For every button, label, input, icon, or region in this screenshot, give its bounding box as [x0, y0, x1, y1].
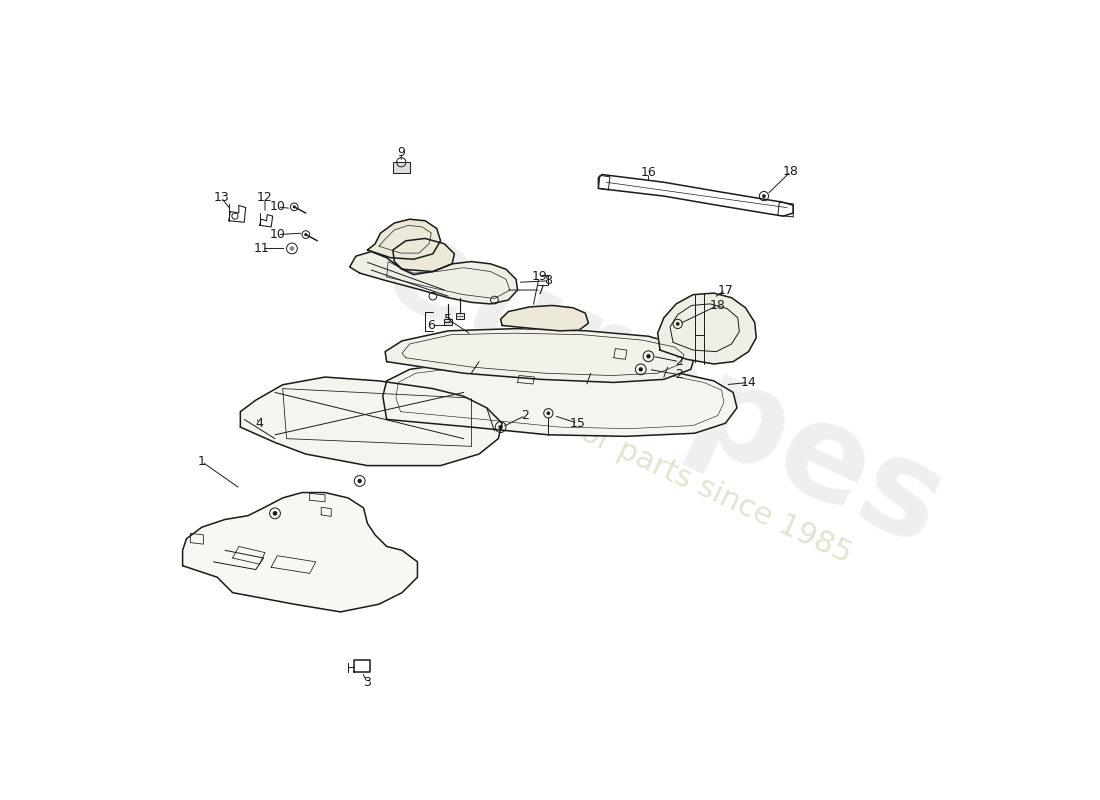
Polygon shape — [350, 251, 517, 304]
Text: 12: 12 — [257, 191, 273, 204]
Text: 18: 18 — [710, 299, 726, 312]
Text: 10: 10 — [270, 200, 285, 214]
Text: 9: 9 — [397, 146, 405, 159]
Text: 6: 6 — [428, 319, 436, 332]
Text: 16: 16 — [640, 166, 657, 179]
Text: 15: 15 — [570, 417, 585, 430]
Text: 8: 8 — [544, 274, 552, 287]
Polygon shape — [183, 493, 418, 612]
Text: 14: 14 — [740, 376, 757, 389]
Text: 17: 17 — [717, 283, 734, 297]
Bar — [393, 162, 409, 173]
Polygon shape — [241, 377, 502, 466]
Circle shape — [289, 246, 295, 250]
Circle shape — [547, 411, 550, 415]
Polygon shape — [658, 293, 757, 364]
Bar — [455, 313, 464, 319]
Text: 2: 2 — [521, 409, 529, 422]
Circle shape — [358, 479, 362, 483]
Text: 2: 2 — [675, 368, 683, 382]
Circle shape — [762, 194, 766, 198]
Circle shape — [647, 354, 650, 358]
Text: 11: 11 — [254, 242, 270, 255]
Polygon shape — [383, 362, 737, 436]
Circle shape — [273, 511, 277, 516]
Text: a passion for parts since 1985: a passion for parts since 1985 — [426, 347, 856, 569]
Text: 13: 13 — [213, 191, 229, 204]
Text: 10: 10 — [270, 228, 285, 241]
Text: 19: 19 — [531, 270, 547, 283]
Polygon shape — [500, 306, 588, 331]
Polygon shape — [367, 219, 440, 259]
Text: 5: 5 — [444, 313, 452, 326]
Text: 18: 18 — [783, 165, 799, 178]
Text: 1: 1 — [198, 455, 206, 468]
Circle shape — [639, 367, 642, 371]
Polygon shape — [385, 329, 695, 382]
Bar — [444, 319, 452, 326]
Circle shape — [675, 322, 680, 326]
Text: 3: 3 — [363, 676, 372, 690]
Circle shape — [293, 206, 296, 209]
Circle shape — [498, 425, 503, 430]
Text: europes: europes — [364, 204, 964, 574]
Text: 7: 7 — [537, 283, 544, 297]
Text: 4: 4 — [255, 417, 264, 430]
Circle shape — [305, 233, 307, 236]
Text: 2: 2 — [675, 355, 683, 368]
Polygon shape — [393, 238, 454, 271]
